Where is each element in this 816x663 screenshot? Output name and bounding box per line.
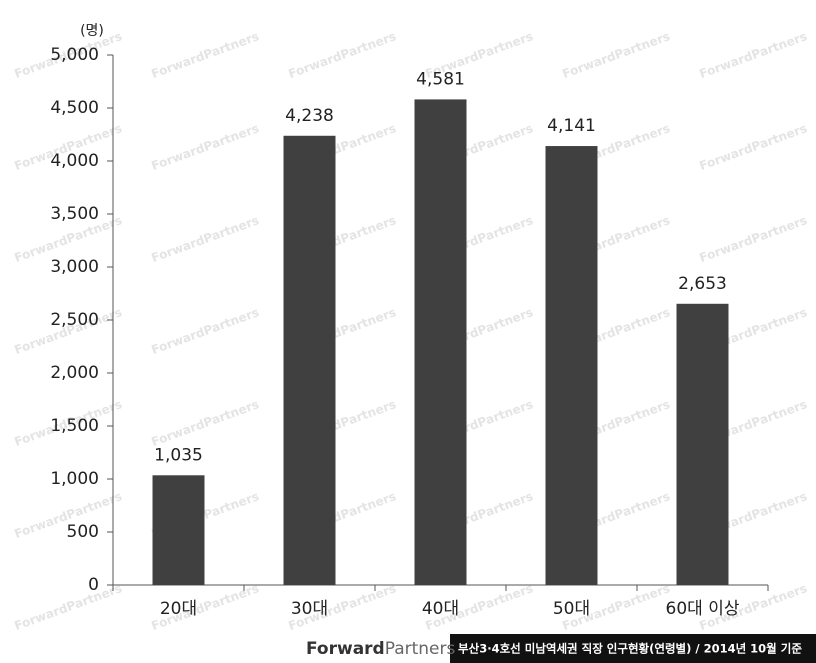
bar [283,135,336,585]
y-tick-label: 500 [67,522,99,542]
watermark: ForwardPartners [697,121,808,173]
x-tick-label: 30대 [291,599,328,619]
x-tick-label: 20대 [160,599,197,619]
brand-secondary: Partners [385,639,456,659]
y-tick-label: 3,500 [50,204,99,224]
value-label: 1,035 [154,445,203,465]
bar [152,475,205,585]
brand: ForwardPartners [306,639,456,659]
bar [414,99,467,585]
y-tick-label: 1,500 [50,416,99,436]
value-label: 2,653 [678,274,727,294]
value-label: 4,581 [416,69,465,89]
watermark: ForwardPartners [149,397,260,449]
bar [676,303,729,585]
watermark: ForwardPartners [149,121,260,173]
y-tick-label: 0 [88,575,99,595]
y-tick-label: 2,000 [50,363,99,383]
value-label: 4,238 [285,106,334,126]
brand-primary: Forward [306,639,385,659]
watermark: ForwardPartners [697,29,808,81]
value-label: 4,141 [547,116,596,136]
footer-band [450,634,816,663]
y-tick-label: 2,500 [50,310,99,330]
y-tick-label: 3,000 [50,257,99,277]
x-tick-label: 50대 [553,599,590,619]
y-tick-label: 4,500 [50,98,99,118]
y-tick-label: 1,000 [50,469,99,489]
watermark: ForwardPartners [697,213,808,265]
footer-caption: 부산3·4호선 미남역세권 직장 인구현황(연령별) / 2014년 10월 기… [458,642,802,656]
watermark: ForwardPartners [149,29,260,81]
x-tick-label: 40대 [422,599,459,619]
y-axis-label: (명) [80,23,104,39]
watermark: ForwardPartners [149,213,260,265]
x-tick-label: 60대 이상 [666,599,740,619]
y-tick-label: 5,000 [50,45,99,65]
watermark: ForwardPartners [149,305,260,357]
watermark: ForwardPartners [12,581,123,633]
bar [545,146,598,585]
watermark: ForwardPartners [560,29,671,81]
watermark: ForwardPartners [286,29,397,81]
y-tick-label: 4,000 [50,151,99,171]
